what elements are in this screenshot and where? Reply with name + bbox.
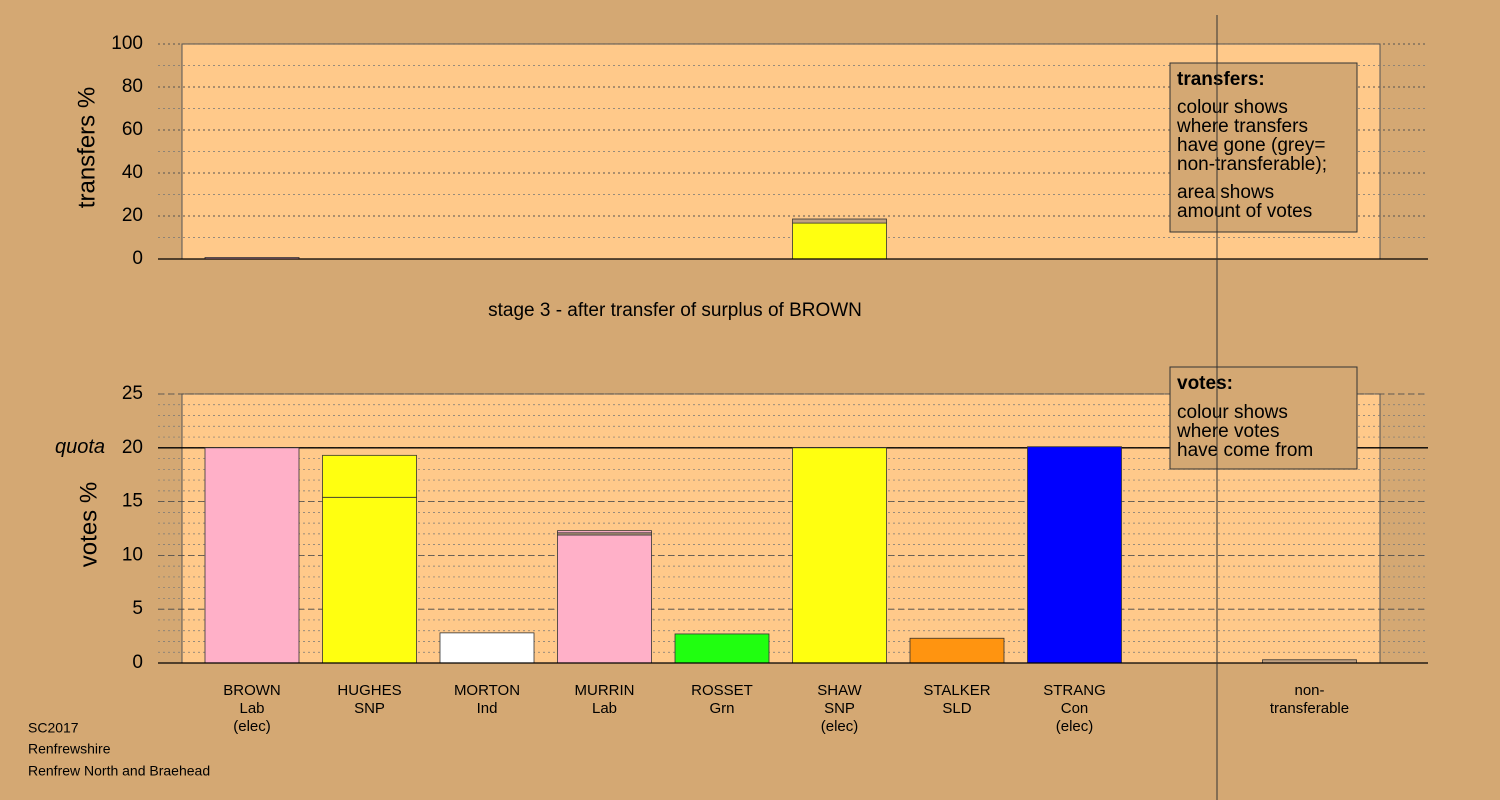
legend-text: where votes — [1176, 421, 1279, 442]
legend-text: amount of votes — [1177, 201, 1312, 222]
x-tick-label: Lab — [592, 700, 617, 717]
x-tick-label: HUGHES — [337, 682, 401, 699]
y-tick-label: 5 — [132, 598, 143, 619]
bar-segment — [439, 632, 535, 664]
quota-label: quota — [55, 436, 105, 458]
legend-title: votes: — [1177, 373, 1233, 394]
legend-text: non-transferable); — [1177, 154, 1327, 175]
y-tick-label: 20 — [122, 437, 143, 458]
x-tick-label: SNP — [354, 700, 385, 717]
legend-text: have gone (grey= — [1177, 135, 1325, 156]
x-tick-label: BROWN — [223, 682, 281, 699]
bar-segment — [557, 534, 652, 664]
x-tick-label: (elec) — [1056, 718, 1094, 735]
y-tick-label: 80 — [122, 76, 143, 97]
bar-segment — [674, 633, 770, 664]
bar-segment — [557, 530, 652, 534]
y-tick-label: 60 — [122, 119, 143, 140]
x-tick-label: Con — [1061, 700, 1089, 717]
y-tick-label: 25 — [122, 383, 143, 404]
bar-segment — [792, 222, 887, 260]
x-tick-label: STALKER — [923, 682, 990, 699]
bar-segment — [909, 637, 1005, 664]
legend-box — [1169, 366, 1358, 470]
y-tick-label: 40 — [122, 162, 143, 183]
legend-text: area shows — [1177, 182, 1274, 203]
y-tick-label: 15 — [122, 491, 143, 512]
stage-title: stage 3 - after transfer of surplus of B… — [488, 300, 862, 321]
x-tick-label: Lab — [239, 700, 264, 717]
x-tick-label: SNP — [824, 700, 855, 717]
x-tick-label: non- — [1294, 682, 1324, 699]
bar-segment — [322, 496, 417, 664]
bar-segment — [1027, 446, 1122, 664]
footer: Renfrew North and Braehead — [28, 763, 210, 779]
legend-text: have come from — [1177, 440, 1313, 461]
x-tick-label: SHAW — [817, 682, 862, 699]
x-tick-label: STRANG — [1043, 682, 1106, 699]
y-tick-label: 0 — [132, 652, 143, 673]
y-tick-label: 0 — [132, 248, 143, 269]
legend-text: colour shows — [1177, 97, 1288, 118]
x-tick-label: (elec) — [233, 718, 271, 735]
legend-title: transfers: — [1177, 69, 1265, 90]
bar-segment — [204, 447, 300, 664]
x-tick-label: MORTON — [454, 682, 520, 699]
bar-segment — [792, 447, 887, 664]
legend-text: where transfers — [1176, 116, 1308, 137]
legend-text: colour shows — [1177, 402, 1288, 423]
bar-segment — [792, 218, 887, 224]
x-tick-label: transferable — [1270, 700, 1349, 717]
x-tick-label: SLD — [942, 700, 971, 717]
footer: SC2017 — [28, 720, 79, 736]
y-tick-label: 100 — [111, 33, 143, 54]
x-tick-label: Grn — [709, 700, 734, 717]
bar-segment — [322, 454, 417, 498]
y-axis-label: votes % — [75, 482, 102, 567]
y-tick-label: 10 — [122, 544, 143, 565]
legend-box — [1169, 62, 1358, 233]
x-tick-label: ROSSET — [691, 682, 753, 699]
x-tick-label: MURRIN — [575, 682, 635, 699]
y-axis-label: transfers % — [73, 87, 100, 208]
footer: Renfrewshire — [28, 741, 111, 757]
x-tick-label: (elec) — [821, 718, 859, 735]
x-tick-label: Ind — [477, 700, 498, 717]
y-tick-label: 20 — [122, 205, 143, 226]
